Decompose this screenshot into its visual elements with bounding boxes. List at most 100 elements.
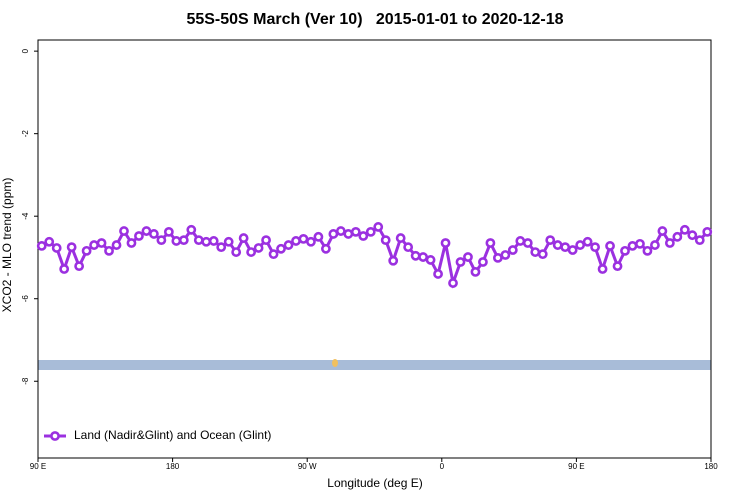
data-point (679, 224, 690, 235)
x-tick-label: 180 (166, 462, 180, 471)
data-point (328, 229, 339, 239)
data-point (163, 226, 174, 237)
data-point (605, 241, 615, 251)
data-point (530, 247, 541, 257)
data-point (507, 245, 518, 255)
land-mask-band (38, 360, 711, 370)
data-point (478, 257, 488, 267)
data-point (545, 235, 556, 246)
data-point (672, 231, 683, 242)
data-point (36, 241, 47, 251)
y-tick-label: -8 (21, 377, 30, 385)
data-point (388, 255, 399, 266)
data-point (470, 267, 481, 277)
data-point (590, 242, 600, 253)
data-point (627, 241, 638, 251)
data-point (657, 226, 668, 236)
data-point (335, 226, 346, 236)
data-point (395, 233, 406, 243)
data-point (702, 226, 713, 237)
data-point (171, 236, 182, 246)
data-point (433, 269, 443, 279)
data-point (178, 235, 189, 246)
legend-marker (50, 431, 60, 441)
data-point (291, 236, 301, 246)
data-point (313, 231, 324, 242)
data-point (253, 243, 264, 253)
data-point (687, 230, 698, 241)
data-point (238, 233, 249, 243)
x-tick-label: 90 E (568, 462, 584, 471)
data-point (560, 242, 571, 253)
x-axis-title: Longitude (deg E) (327, 476, 422, 490)
data-point (492, 252, 503, 263)
data-point (156, 235, 167, 246)
data-point (440, 238, 451, 248)
data-point (201, 236, 212, 247)
data-point (358, 231, 369, 241)
data-point (66, 242, 77, 253)
data-point (276, 243, 286, 254)
data-point (51, 243, 62, 253)
y-tick-label: -6 (21, 295, 30, 303)
data-point (463, 252, 473, 262)
data-point (642, 245, 653, 256)
data-point (620, 245, 630, 256)
data-point (216, 242, 227, 253)
x-tick-label: 90 E (30, 462, 46, 471)
data-point (111, 240, 122, 250)
x-tick-label: 180 (704, 462, 718, 471)
data-point (298, 233, 309, 244)
x-tick-label: 0 (440, 462, 445, 471)
y-tick-label: -2 (21, 130, 30, 138)
data-point (575, 240, 586, 250)
data-point (343, 229, 354, 239)
data-point (694, 235, 705, 246)
data-point (448, 278, 458, 288)
data-point (365, 226, 376, 237)
data-point (261, 235, 271, 246)
data-point (223, 236, 234, 247)
data-point (74, 261, 85, 272)
land-speck (332, 359, 338, 367)
data-point (141, 226, 152, 236)
data-point (418, 252, 429, 262)
y-tick-label: 0 (21, 48, 30, 53)
data-point (89, 240, 99, 250)
data-point (425, 255, 436, 265)
data-point (567, 245, 578, 255)
data-point (410, 250, 421, 261)
y-axis-title: XCO2 - MLO trend (ppm) (0, 178, 14, 313)
data-point (283, 240, 294, 250)
data-point (186, 224, 197, 235)
data-point (149, 229, 159, 239)
data-point (403, 242, 414, 253)
data-point (208, 236, 219, 246)
y-tick-label: -4 (21, 212, 30, 220)
data-point (485, 238, 496, 248)
x-tick-label: 90 W (298, 462, 317, 471)
data-point (515, 236, 526, 246)
data-point (597, 264, 608, 274)
data-point (126, 238, 137, 248)
data-point (134, 231, 144, 241)
data-point (455, 257, 466, 267)
data-point (268, 249, 279, 260)
data-point (373, 222, 384, 232)
data-point (104, 245, 114, 256)
data-point (635, 238, 645, 249)
data-point (59, 264, 70, 274)
data-point (81, 245, 92, 256)
data-point (552, 240, 563, 250)
data-point (500, 250, 511, 260)
data-point (44, 236, 55, 247)
data-point (537, 249, 548, 260)
data-point (522, 238, 533, 248)
data-point (193, 235, 204, 246)
data-point (350, 226, 361, 237)
data-point (650, 240, 660, 250)
data-point (306, 236, 316, 247)
data-point (582, 236, 593, 247)
data-point (96, 238, 107, 248)
